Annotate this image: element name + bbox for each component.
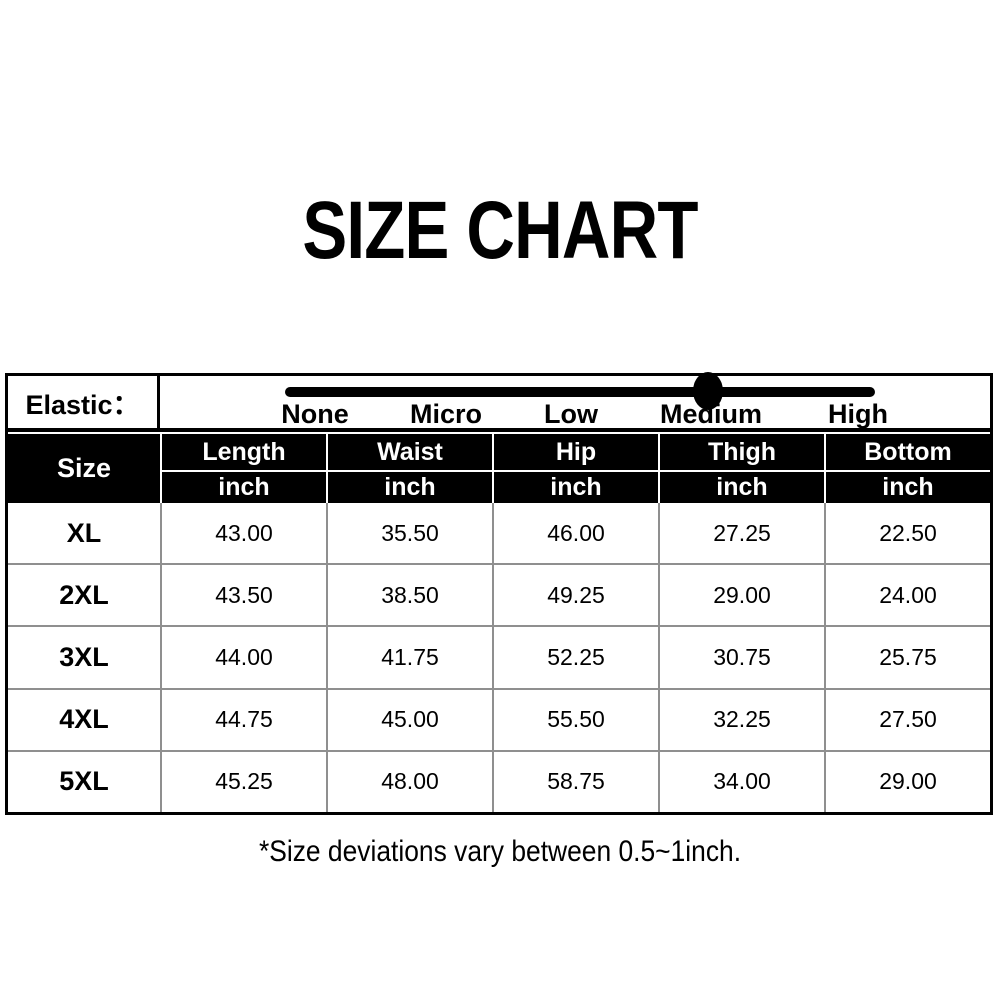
table-cell: 45.00 bbox=[328, 689, 492, 750]
table-cell: 25.75 bbox=[826, 627, 990, 688]
table-cell: 34.00 bbox=[660, 751, 824, 812]
table-cell: 32.25 bbox=[660, 689, 824, 750]
elastic-slider: None Micro Low Medium High bbox=[160, 372, 990, 430]
elastic-label: Elastic： bbox=[8, 376, 160, 428]
column-header-label: Thigh bbox=[660, 434, 824, 470]
table-cell: 58.75 bbox=[494, 751, 658, 812]
table-body: XL 43.00 35.50 46.00 27.25 22.50 2XL 43.50 38.50… bbox=[8, 503, 990, 812]
size-chart-table: Elastic： None Micro Low Medium High Size… bbox=[5, 372, 993, 815]
slider-label-micro: Micro bbox=[409, 399, 482, 430]
table-cell: 29.00 bbox=[660, 565, 824, 626]
table-cell: 49.25 bbox=[494, 565, 658, 626]
table-cell: 43.50 bbox=[162, 565, 326, 626]
table-cell: 44.75 bbox=[162, 689, 326, 750]
column-header-bottom: Bottom inch bbox=[826, 434, 990, 503]
table-cell: 44.00 bbox=[162, 627, 326, 688]
footnote: *Size deviations vary between 0.5~1inch. bbox=[258, 835, 742, 868]
size-row-label: 5XL bbox=[8, 751, 160, 812]
column-header-thigh: Thigh inch bbox=[660, 434, 824, 503]
table-cell: 30.75 bbox=[660, 627, 824, 688]
table-cell: 24.00 bbox=[826, 565, 990, 626]
column-header-unit: inch bbox=[162, 472, 326, 503]
size-row-label: 2XL bbox=[8, 565, 160, 626]
column-header-unit: inch bbox=[328, 472, 492, 503]
table-cell: 45.25 bbox=[162, 751, 326, 812]
page-title: SIZE CHART bbox=[302, 185, 698, 276]
slider-label-high: High bbox=[828, 399, 888, 430]
column-header-label: Bottom bbox=[826, 434, 990, 470]
size-row-label: 3XL bbox=[8, 627, 160, 688]
size-row-label: 4XL bbox=[8, 689, 160, 750]
table-cell: 55.50 bbox=[494, 689, 658, 750]
column-header-unit: inch bbox=[826, 472, 990, 503]
slider-track bbox=[285, 387, 875, 397]
size-row-label: XL bbox=[8, 503, 160, 564]
column-header-length: Length inch bbox=[162, 434, 326, 503]
column-header-unit: inch bbox=[494, 472, 658, 503]
column-header-size: Size bbox=[8, 434, 160, 503]
table-cell: 43.00 bbox=[162, 503, 326, 564]
table-cell: 52.25 bbox=[494, 627, 658, 688]
table-cell: 35.50 bbox=[328, 503, 492, 564]
column-header-unit: inch bbox=[660, 472, 824, 503]
table-cell: 48.00 bbox=[328, 751, 492, 812]
table-cell: 41.75 bbox=[328, 627, 492, 688]
column-header-label: Length bbox=[162, 434, 326, 470]
slider-label-medium: Medium bbox=[659, 399, 762, 430]
table-cell: 38.50 bbox=[328, 565, 492, 626]
table-cell: 27.50 bbox=[826, 689, 990, 750]
table-cell: 46.00 bbox=[494, 503, 658, 564]
column-header-label: Hip bbox=[494, 434, 658, 470]
table-cell: 22.50 bbox=[826, 503, 990, 564]
header-divider bbox=[8, 432, 990, 434]
column-header-hip: Hip inch bbox=[494, 434, 658, 503]
slider-label-low: Low bbox=[544, 399, 598, 430]
column-header-waist: Waist inch bbox=[328, 434, 492, 503]
table-cell: 27.25 bbox=[660, 503, 824, 564]
elastic-row: Elastic： None Micro Low Medium High bbox=[8, 372, 990, 432]
table-cell: 29.00 bbox=[826, 751, 990, 812]
table-header: Size Length inch Waist inch Hip inch Thi… bbox=[8, 434, 990, 503]
column-header-label: Waist bbox=[328, 434, 492, 470]
slider-label-none: None bbox=[281, 399, 349, 430]
slider-knob bbox=[693, 372, 723, 410]
